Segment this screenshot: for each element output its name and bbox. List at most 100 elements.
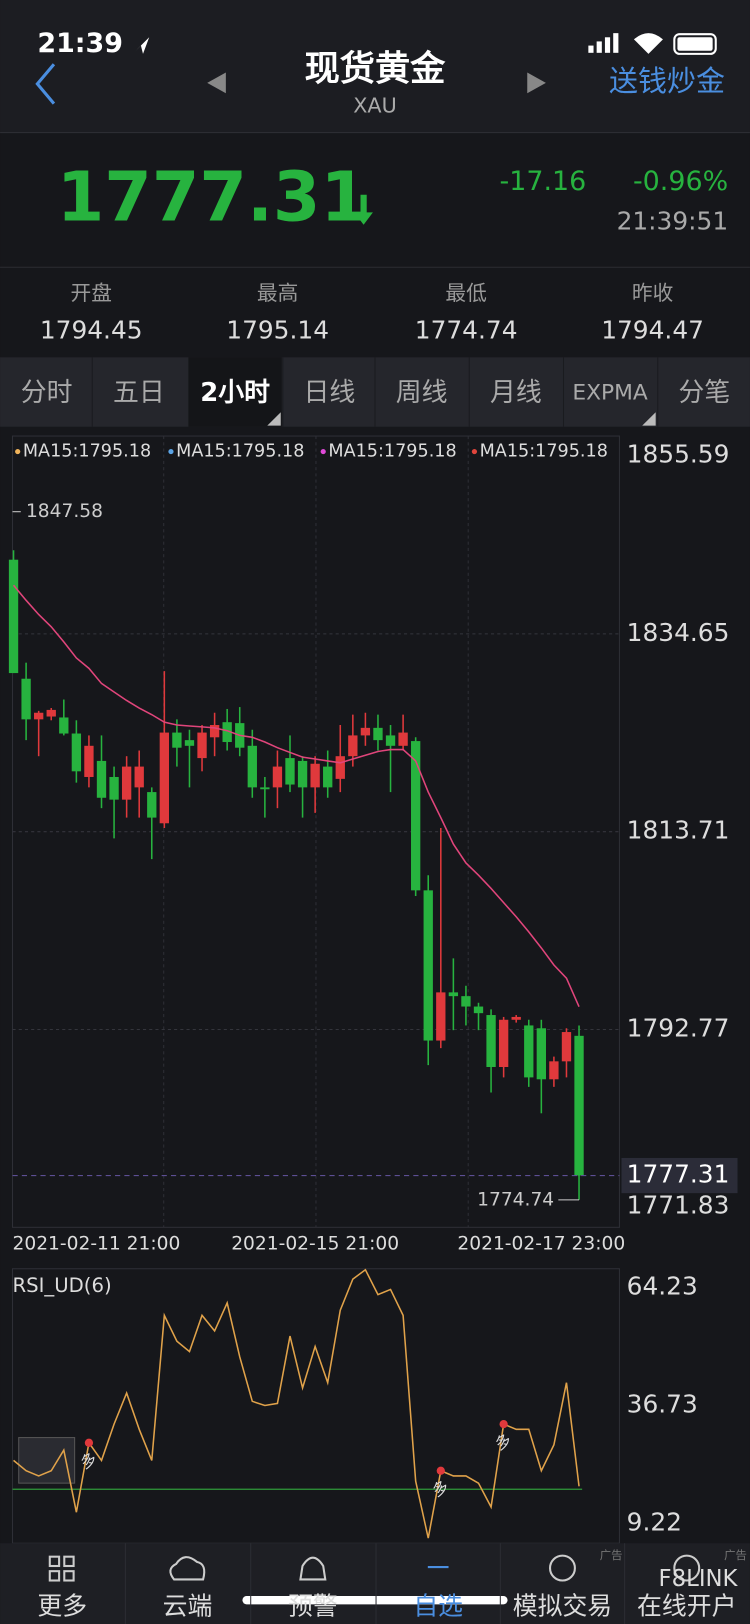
candle-body xyxy=(385,735,396,746)
y-tick-label: 1792.77 xyxy=(627,1014,730,1043)
battery-level xyxy=(677,37,713,51)
signal-dot xyxy=(84,1438,94,1447)
rsi-title: RSI_UD(6) xyxy=(13,1274,112,1297)
rsi-line xyxy=(13,1268,580,1539)
candle-body xyxy=(373,727,383,741)
candle-body xyxy=(8,559,19,674)
candle-body xyxy=(184,740,195,746)
candle-body xyxy=(448,992,459,997)
battery-icon xyxy=(673,33,717,55)
candle-body xyxy=(411,741,421,891)
down-arrow xyxy=(354,194,373,225)
candle-body xyxy=(222,722,232,743)
candle-body xyxy=(34,712,44,720)
stat-value: 1774.74 xyxy=(415,315,518,344)
candle-body xyxy=(561,1032,572,1062)
y-tick-label: 64.23 xyxy=(627,1271,698,1300)
candle-body xyxy=(59,717,69,734)
legend-dot xyxy=(320,448,326,455)
legend-dot xyxy=(168,448,174,455)
change-pct: -0.96% xyxy=(633,166,728,197)
legend-label: MA15:1795.18 xyxy=(480,442,608,462)
tab[interactable]: 日线 xyxy=(304,378,356,408)
x-tick-label: 2021-02-15 21:00 xyxy=(231,1233,399,1254)
candle-body xyxy=(147,792,157,818)
wifi-icon xyxy=(633,33,663,54)
legend-label: MA15:1795.18 xyxy=(176,442,304,462)
min-label: 1774.74 xyxy=(477,1189,554,1210)
stat-label: 昨收 xyxy=(632,281,673,305)
active-tab-bg xyxy=(188,357,282,427)
nav-label[interactable]: 自选 xyxy=(413,1591,463,1620)
candle-body xyxy=(297,760,308,788)
candle-body xyxy=(272,766,283,788)
tab[interactable]: EXPMA xyxy=(572,381,648,406)
change: -17.16 xyxy=(500,166,587,197)
quote-time: 21:39:51 xyxy=(617,207,729,236)
candle-body xyxy=(134,766,144,788)
y-tick-label: 1834.65 xyxy=(627,618,730,647)
subtitle: XAU xyxy=(353,94,397,118)
candle-body xyxy=(348,735,358,757)
next-button[interactable] xyxy=(527,72,546,94)
nav-label[interactable]: 在线开户 xyxy=(637,1591,736,1620)
tab[interactable]: 月线 xyxy=(490,378,542,408)
candle-body xyxy=(109,776,119,800)
max-label: 1847.58 xyxy=(26,501,103,522)
nav-label[interactable]: 更多 xyxy=(37,1591,87,1620)
candle-body xyxy=(209,725,220,738)
tab[interactable]: 五日 xyxy=(113,378,165,408)
price: 1777.31 xyxy=(57,159,368,238)
y-tick-label: 1813.71 xyxy=(627,816,730,845)
x-tick-label: 2021-02-11 21:00 xyxy=(13,1233,181,1254)
x-tick-label: 2021-02-17 23:00 xyxy=(457,1233,625,1254)
home-indicator xyxy=(242,1596,508,1605)
candle-body xyxy=(498,1019,509,1068)
nav-label[interactable]: 预警 xyxy=(288,1591,338,1620)
promo-link[interactable]: 送钱炒金 xyxy=(609,64,725,98)
header-bg xyxy=(0,0,750,133)
candle-body xyxy=(121,766,132,800)
stat-value: 1794.45 xyxy=(40,315,143,344)
candle-body xyxy=(398,732,408,746)
ad-tag: 广告 xyxy=(600,1548,623,1562)
candle-body xyxy=(247,745,257,788)
candle-body xyxy=(436,992,446,1041)
signal-icon xyxy=(588,33,619,53)
signal-dot xyxy=(499,1419,508,1429)
candle-body xyxy=(574,1035,584,1176)
back-button[interactable] xyxy=(35,63,56,105)
y-tick-label: 36.73 xyxy=(627,1389,698,1418)
nav-label[interactable]: 云端 xyxy=(163,1591,213,1620)
legend-dot xyxy=(471,448,478,455)
nav-label[interactable]: 模拟交易 xyxy=(513,1591,612,1620)
tab[interactable]: 周线 xyxy=(396,378,448,408)
legend-dot xyxy=(15,448,21,455)
vertical-grid xyxy=(163,436,469,1228)
ad-tag: 广告 xyxy=(724,1548,747,1562)
last-price-box xyxy=(621,1157,738,1194)
candle-body xyxy=(84,745,94,777)
candle-body xyxy=(524,1025,534,1078)
candle-body xyxy=(335,756,345,779)
stat-value: 1794.47 xyxy=(601,315,704,344)
candle-body xyxy=(96,760,107,798)
ma-line xyxy=(12,584,580,1008)
candle-body xyxy=(285,758,295,785)
tab[interactable]: 2小时 xyxy=(200,378,270,408)
stat-label: 最低 xyxy=(445,281,487,305)
tab[interactable]: 分时 xyxy=(21,378,73,408)
candle-body xyxy=(423,890,433,1041)
candle-body xyxy=(310,763,320,788)
y-tick-label: 1855.59 xyxy=(627,440,730,469)
stat-label: 开盘 xyxy=(71,281,112,305)
candle-body xyxy=(159,732,169,824)
tab[interactable]: 分笔 xyxy=(678,378,730,408)
prev-button[interactable] xyxy=(207,72,226,94)
candle-body xyxy=(473,1006,484,1014)
legend-label: MA15:1795.18 xyxy=(328,442,456,462)
candle-body xyxy=(511,1016,521,1020)
